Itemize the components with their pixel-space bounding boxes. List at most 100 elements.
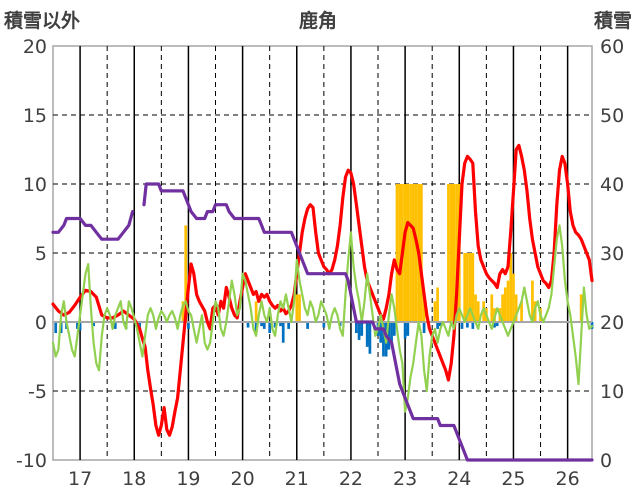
bar-snowfall_bars	[476, 301, 480, 322]
bar-precip_bars	[466, 322, 469, 328]
right-tick-label: 30	[600, 243, 624, 265]
right-tick-label: 0	[600, 450, 612, 472]
bar-precip_bars	[322, 322, 326, 328]
bar-snowfall_bars	[503, 287, 507, 322]
x-tick-label: 18	[122, 468, 146, 490]
x-tick-label: 17	[68, 468, 92, 490]
bar-snowfall_bars	[409, 184, 412, 322]
bar-snowfall_bars	[506, 280, 510, 322]
bar-snowfall_bars	[512, 273, 515, 322]
series-snow_depth	[51, 182, 594, 462]
bar-snowfall_bars	[395, 184, 399, 322]
bar-snowfall_bars	[466, 253, 469, 322]
bar-snowfall_bars	[295, 294, 299, 322]
right-tick-label: 10	[600, 381, 624, 403]
right-tick-label: 60	[600, 36, 624, 58]
bar-snowfall_bars	[463, 253, 467, 322]
bar-snowfall_bars	[414, 184, 418, 322]
bar-precip_bars	[493, 322, 496, 328]
bar-precip_bars	[495, 322, 499, 327]
x-tick-label: 23	[393, 468, 417, 490]
bar-snowfall_bars	[509, 253, 513, 322]
right-tick-label: 20	[600, 312, 624, 334]
bar-precip_bars	[138, 322, 142, 329]
bar-precip_bars	[78, 322, 82, 331]
bar-precip_bars	[368, 322, 372, 354]
right-tick-label: 50	[600, 105, 624, 127]
left-tick-label: 0	[35, 312, 47, 334]
right-axis-label: 積雪	[593, 10, 632, 32]
left-tick-label: 10	[23, 174, 47, 196]
bar-precip_bars	[268, 322, 272, 334]
bar-snowfall_bars	[579, 294, 583, 322]
bar-snowfall_bars	[398, 184, 402, 322]
x-tick-label: 19	[176, 468, 200, 490]
bar-snowfall_bars	[433, 301, 437, 322]
bar-precip_bars	[260, 322, 263, 327]
bar-precip_bars	[387, 322, 391, 350]
bar-snowfall_bars	[471, 253, 475, 322]
bar-snowfall_bars	[514, 294, 518, 322]
bar-snowfall_bars	[422, 294, 426, 322]
bar-snowfall_bars	[531, 280, 534, 322]
bar-precip_bars	[113, 322, 117, 329]
bar-precip_bars	[406, 322, 410, 336]
bar-precip_bars	[92, 322, 95, 327]
left-axis-label: 積雪以外	[4, 10, 81, 32]
bar-precip_bars	[306, 322, 309, 329]
bar-precip_bars	[357, 322, 361, 340]
bar-snowfall_bars	[411, 184, 415, 322]
bar-precip_bars	[246, 322, 250, 328]
series-other_line	[51, 224, 594, 413]
bar-precip_bars	[403, 322, 407, 339]
bar-snowfall_bars	[184, 225, 188, 322]
bar-precip_bars	[436, 322, 439, 329]
bar-precip_bars	[471, 322, 475, 329]
bar-snowfall_bars	[501, 294, 504, 322]
bar-precip_bars	[76, 322, 79, 329]
bar-precip_bars	[287, 322, 290, 329]
bar-snowfall_bars	[452, 184, 456, 322]
left-tick-label: -10	[16, 450, 47, 472]
bar-precip_bars	[379, 322, 383, 343]
bar-snowfall_bars	[406, 184, 410, 322]
bar-snowfall_bars	[298, 294, 301, 322]
left-tick-label: 20	[23, 36, 47, 58]
bar-precip_bars	[279, 322, 282, 327]
x-tick-label: 25	[501, 468, 525, 490]
bar-snowfall_bars	[449, 184, 453, 322]
chart-title: 鹿角	[298, 10, 337, 32]
bar-snowfall_bars	[447, 184, 450, 322]
bar-precip_bars	[187, 322, 190, 329]
bar-precip_bars	[273, 322, 277, 328]
bar-snowfall_bars	[455, 184, 458, 322]
bar-precip_bars	[390, 322, 393, 343]
right-tick-label: 40	[600, 174, 624, 196]
left-tick-label: 5	[35, 243, 47, 265]
bar-snowfall_bars	[520, 301, 523, 322]
bar-snowfall_bars	[490, 294, 494, 322]
series-temperature	[51, 143, 594, 437]
bar-snowfall_bars	[403, 184, 407, 322]
bar-precip_bars	[382, 322, 385, 357]
left-tick-label: 15	[23, 105, 47, 127]
bar-precip_bars	[438, 322, 442, 327]
bar-snowfall_bars	[482, 301, 486, 322]
bar-precip_bars	[460, 322, 464, 329]
bar-precip_bars	[392, 322, 396, 336]
x-tick-label: 21	[285, 468, 309, 490]
bar-precip_bars	[54, 322, 58, 334]
bar-snowfall_bars	[254, 301, 258, 322]
bar-precip_bars	[365, 322, 369, 347]
bar-precip_bars	[281, 322, 285, 343]
bar-precip_bars	[355, 322, 358, 334]
bar-precip_bars	[360, 322, 364, 336]
bar-precip_bars	[262, 322, 266, 329]
bar-snowfall_bars	[468, 253, 472, 322]
bar-snowfall_bars	[181, 301, 185, 322]
plot-frame	[52, 45, 593, 461]
x-tick-label: 26	[556, 468, 580, 490]
bar-precip_bars	[422, 322, 426, 334]
x-tick-label: 22	[339, 468, 363, 490]
